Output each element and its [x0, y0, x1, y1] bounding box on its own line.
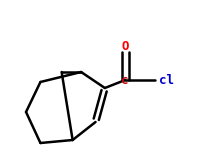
Text: O: O — [122, 40, 129, 53]
Text: cl: cl — [159, 73, 174, 87]
Text: c: c — [122, 73, 129, 87]
